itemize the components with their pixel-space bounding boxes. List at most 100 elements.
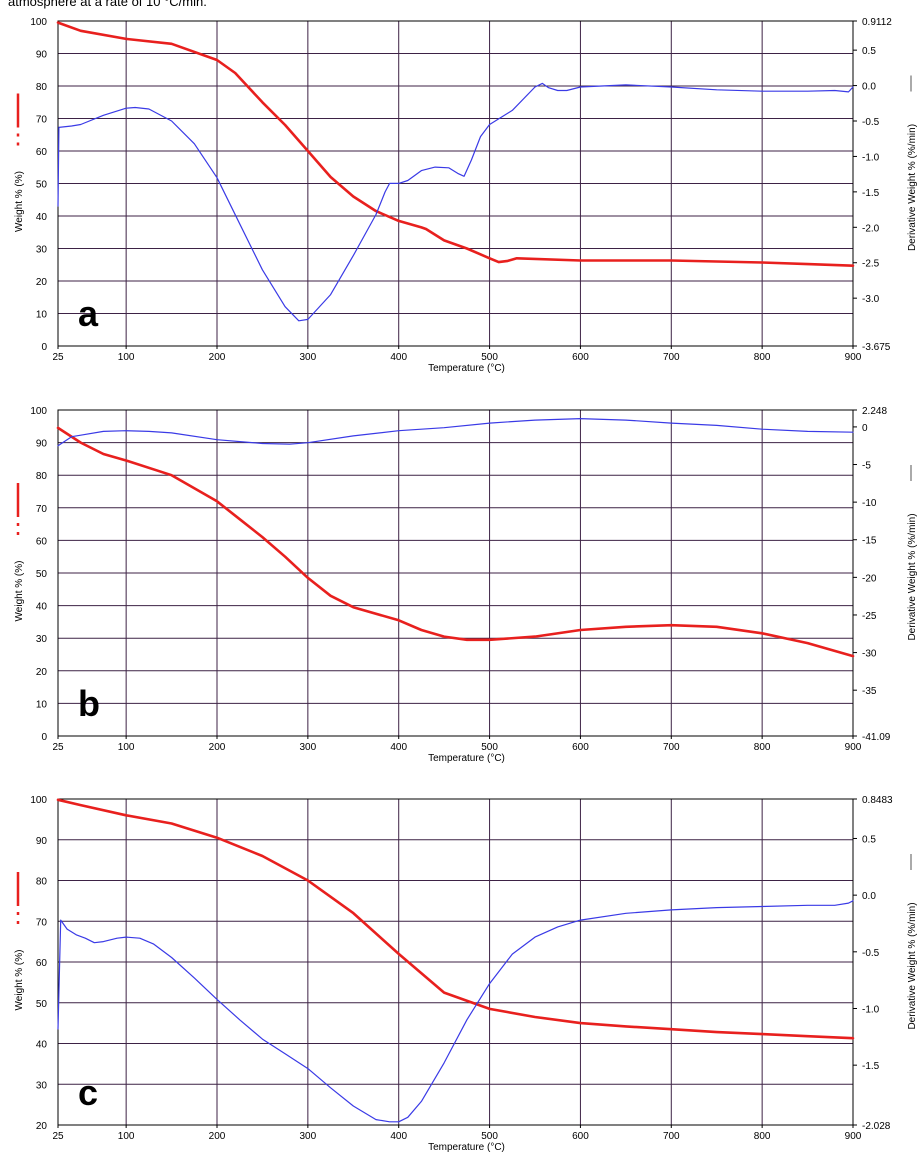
- figure-caption: atmosphere at a rate of 10 °C/min.: [8, 0, 207, 9]
- x-tick-label: 600: [572, 352, 589, 363]
- y2-tick-label: 0.9112: [862, 17, 892, 28]
- y-tick-label: 90: [36, 836, 48, 847]
- x-tick-label: 200: [209, 352, 226, 363]
- y2-tick-label: -30: [862, 649, 877, 660]
- y2-tick-label: -20: [862, 573, 877, 584]
- weight-percent-line: [56, 798, 855, 1040]
- y2-tick-label: -25: [862, 611, 877, 622]
- x-axis-title: Temperature (°C): [428, 363, 505, 374]
- y-tick-label: 100: [30, 17, 47, 28]
- x-tick-label: 800: [754, 742, 771, 753]
- y-tick-label: 10: [36, 699, 48, 710]
- x-tick-label: 200: [209, 1131, 226, 1142]
- derivative-weight-line: [57, 82, 854, 322]
- x-tick-label: 300: [300, 352, 317, 363]
- y-tick-label: 30: [36, 245, 48, 256]
- y2-tick-label: -41.09: [862, 732, 891, 743]
- y-tick-label: 100: [30, 406, 47, 417]
- x-tick-label: 500: [481, 1131, 498, 1142]
- y-tick-label: 40: [36, 1040, 48, 1051]
- x-tick-label: 400: [390, 1131, 407, 1142]
- x-tick-label: 900: [845, 352, 862, 363]
- y-tick-label: 80: [36, 82, 48, 93]
- x-tick-label: 100: [118, 742, 135, 753]
- y2-tick-label: -1.5: [862, 1061, 880, 1072]
- plot-frame: [57, 409, 854, 737]
- y-tick-label: 50: [36, 569, 48, 580]
- x-tick-label: 300: [300, 742, 317, 753]
- y-tick-label: 0: [41, 732, 47, 743]
- x-tick-label: 700: [663, 352, 680, 363]
- y2-tick-label: 0: [862, 423, 868, 434]
- y2-tick-label: -0.5: [862, 117, 880, 128]
- y-tick-label: 50: [36, 180, 48, 191]
- chart-panel-b: 25 100 200 300 400 500 600 700 800 90001020304050…: [14, 406, 918, 764]
- x-tick-label: 200: [209, 742, 226, 753]
- y2-tick-label: -1.0: [862, 152, 880, 163]
- derivative-weight-line: [57, 900, 854, 1123]
- x-tick-label: 800: [754, 1131, 771, 1142]
- y-tick-label: 60: [36, 147, 48, 158]
- y2-tick-label: -1.5: [862, 188, 880, 199]
- y2-tick-label: -3.675: [862, 342, 891, 353]
- x-tick-label: 700: [663, 1131, 680, 1142]
- y2-tick-label: -0.5: [862, 948, 880, 959]
- y-tick-label: 30: [36, 634, 48, 645]
- x-tick-label: 900: [845, 742, 862, 753]
- y-tick-label: 70: [36, 504, 48, 515]
- y2-tick-label: 0.5: [862, 834, 876, 845]
- y-tick-label: 90: [36, 439, 48, 450]
- panel-label: b: [78, 683, 100, 724]
- x-tick-label: 25: [52, 742, 64, 753]
- y-tick-label: 20: [36, 667, 48, 678]
- chart-panel-a: 25 100 200 300 400 500 600 700 800 900 0 10 20 30 40 50…: [14, 17, 918, 374]
- plot-frame: [57, 798, 854, 1126]
- y-tick-label: 100: [30, 795, 47, 806]
- y-tick-label: 80: [36, 471, 48, 482]
- x-tick-label: 100: [118, 352, 135, 363]
- y2-axis-title: Derivative Weight % (%/min): [907, 513, 918, 640]
- y-tick-label: 40: [36, 212, 48, 223]
- y-tick-label: 0: [41, 342, 47, 353]
- y-tick-label: 20: [36, 277, 48, 288]
- x-tick-label: 600: [572, 1131, 589, 1142]
- x-axis-title: Temperature (°C): [428, 753, 505, 764]
- y-tick-label: 40: [36, 602, 48, 613]
- y2-tick-label: -1.0: [862, 1004, 880, 1015]
- derivative-weight-line: [57, 418, 854, 447]
- y2-tick-label: -2.5: [862, 259, 880, 270]
- y-tick-label: 70: [36, 917, 48, 928]
- y2-tick-label: -2.028: [862, 1121, 891, 1132]
- y-tick-label: 70: [36, 115, 48, 126]
- x-tick-label: 800: [754, 352, 771, 363]
- x-tick-label: 100: [118, 1131, 135, 1142]
- y2-tick-label: 0.0: [862, 891, 876, 902]
- y-tick-label: 60: [36, 536, 48, 547]
- x-tick-label: 900: [845, 1131, 862, 1142]
- y-tick-label: 30: [36, 1080, 48, 1091]
- x-tick-label: 700: [663, 742, 680, 753]
- y2-tick-label: 0.5: [862, 46, 876, 57]
- y-axis-title: Weight % (%): [14, 950, 25, 1011]
- y2-tick-label: 0.0: [862, 82, 876, 93]
- y-tick-label: 50: [36, 999, 48, 1010]
- x-tick-label: 600: [572, 742, 589, 753]
- y2-tick-label: 2.248: [862, 406, 887, 417]
- y-tick-label: 90: [36, 50, 48, 61]
- y-axis-title: Weight % (%): [14, 561, 25, 622]
- x-tick-label: 400: [390, 742, 407, 753]
- y-axis-title: Weight % (%): [14, 171, 25, 232]
- y-tick-label: 20: [36, 1121, 48, 1132]
- y2-tick-label: -2.0: [862, 223, 880, 234]
- y-tick-label: 10: [36, 310, 48, 321]
- x-tick-label: 400: [390, 352, 407, 363]
- x-tick-label: 500: [481, 742, 498, 753]
- y-tick-label: 80: [36, 877, 48, 888]
- panel-label: a: [78, 293, 99, 334]
- x-tick-label: 300: [300, 1131, 317, 1142]
- y2-tick-label: -3.0: [862, 294, 880, 305]
- chart-panel-c: 25 100 200 300 400 500 600 700 800 900 20 30 40 50 60 7…: [14, 795, 918, 1153]
- y-tick-label: 60: [36, 958, 48, 969]
- y2-tick-label: -10: [862, 498, 877, 509]
